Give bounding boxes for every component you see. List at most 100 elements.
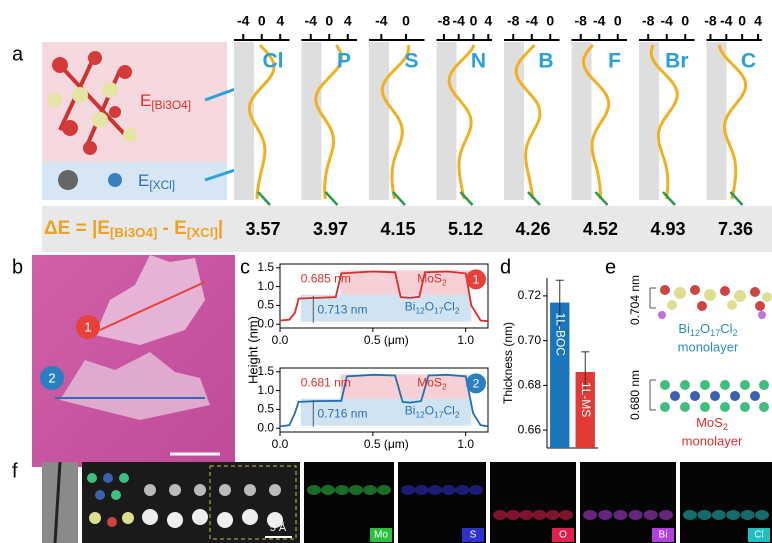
subscript: [XCl] (187, 225, 218, 240)
subscript: 12 (415, 306, 425, 316)
map-signal (441, 485, 456, 495)
y-tick-label: 1.0 (257, 279, 274, 293)
edge (53, 461, 62, 543)
annotation: 0.685 nm (301, 272, 351, 286)
subscript: 17 (434, 306, 444, 316)
formula-text: Bi (405, 300, 416, 314)
gap-region (706, 42, 727, 200)
delta-e-value: 4.15 (380, 219, 415, 239)
subscript: 2 (723, 422, 728, 432)
map-label: Mo (374, 530, 388, 541)
tick-label: -4 (305, 13, 318, 29)
formula-text: - E (157, 218, 187, 239)
formula: MoS2 (696, 415, 728, 432)
bar (575, 371, 595, 448)
substrate-band (300, 398, 472, 426)
marker-circle (466, 269, 486, 290)
map-tag (462, 528, 484, 542)
map-signal (506, 510, 521, 520)
tick-label: 4 (754, 13, 762, 29)
delta-e-value: 7.36 (718, 219, 753, 239)
subscript: 17 (710, 328, 720, 338)
layer-band (340, 374, 470, 399)
dos-curve (582, 43, 611, 200)
tick-label: -4 (375, 13, 388, 29)
formula-text: MoS (417, 272, 442, 286)
marker-label: 1 (473, 273, 480, 287)
formula-text: Cl (443, 404, 454, 418)
caption: monolayer (678, 339, 739, 354)
marker-label: 1 (84, 319, 91, 334)
panel-label: b (12, 256, 23, 278)
tick-label: 0 (402, 13, 410, 29)
gap-region (301, 42, 322, 200)
marker-circle (466, 373, 486, 394)
element-label: N (471, 50, 486, 73)
eds-maps: Mo S O Bi Cl (304, 462, 772, 543)
formula-text: Bi (678, 321, 690, 336)
x-tick-label: 0.5 (μm) (364, 333, 409, 347)
bi3o4-layer-bg (42, 42, 227, 162)
map-signal (349, 485, 363, 495)
thickness-label: 0.704 nm (628, 275, 642, 325)
map-signal (726, 510, 741, 520)
dos-curve (314, 44, 343, 200)
atom-columns (87, 473, 283, 528)
gap-region (639, 42, 659, 200)
dos-curve (717, 44, 748, 200)
tick-label: 0 (546, 13, 554, 29)
map-tag (552, 528, 574, 542)
tick-label: -8 (704, 13, 717, 29)
flake (95, 255, 205, 345)
map-signal (519, 510, 534, 520)
gap-region (571, 42, 592, 200)
marker-label: 2 (473, 377, 480, 391)
element-label: S (404, 50, 418, 73)
tick-label: 4 (484, 13, 492, 29)
gap-region (369, 42, 389, 200)
layer-band (340, 270, 470, 295)
y-axis-label: Thickness (nm) (501, 322, 515, 404)
tick-label: -8 (507, 13, 520, 29)
frame (279, 367, 489, 433)
subscript: 12 (690, 328, 700, 338)
map-label: S (470, 530, 477, 541)
subscript: 2 (442, 278, 447, 288)
formula-text: Cl (720, 321, 732, 336)
dos-curve (380, 44, 411, 200)
crystal-structure (48, 51, 137, 155)
y-axis-label: Height (nm) (245, 316, 260, 384)
map-signal (469, 485, 483, 495)
map-signal (740, 510, 755, 520)
map-signal (659, 510, 673, 520)
tick-label: -4 (452, 13, 465, 29)
caption: monolayer (682, 433, 743, 448)
arrow (392, 191, 406, 206)
boc-structure (649, 285, 772, 319)
y-tick-label: 0.66 (518, 422, 542, 436)
tick-label: -8 (575, 13, 588, 29)
map-label: O (559, 530, 567, 541)
annotation: 0.716 nm (317, 406, 367, 420)
panel-label: e (605, 256, 616, 278)
tick-label: 0 (325, 13, 333, 29)
arrow (729, 191, 744, 206)
frame (279, 263, 489, 329)
formula-text: MoS (696, 415, 723, 430)
y-tick-label: 0.68 (518, 378, 542, 392)
thickness-label: 0.680 nm (628, 370, 642, 420)
arrow (204, 86, 239, 102)
gap-region (504, 42, 524, 200)
tick-label: -8 (642, 13, 655, 29)
arrow (324, 191, 339, 206)
dos-curve (247, 43, 276, 200)
annotation: 0.713 nm (317, 302, 367, 316)
map-signal (755, 510, 769, 520)
tick-label: 0 (470, 13, 478, 29)
subscript: 17 (434, 410, 444, 420)
delta-e-value: 4.52 (583, 219, 618, 239)
x-tick-label: 1.0 (457, 333, 474, 347)
map-signal (377, 485, 391, 495)
subscript: [Bi3O4] (110, 225, 157, 240)
